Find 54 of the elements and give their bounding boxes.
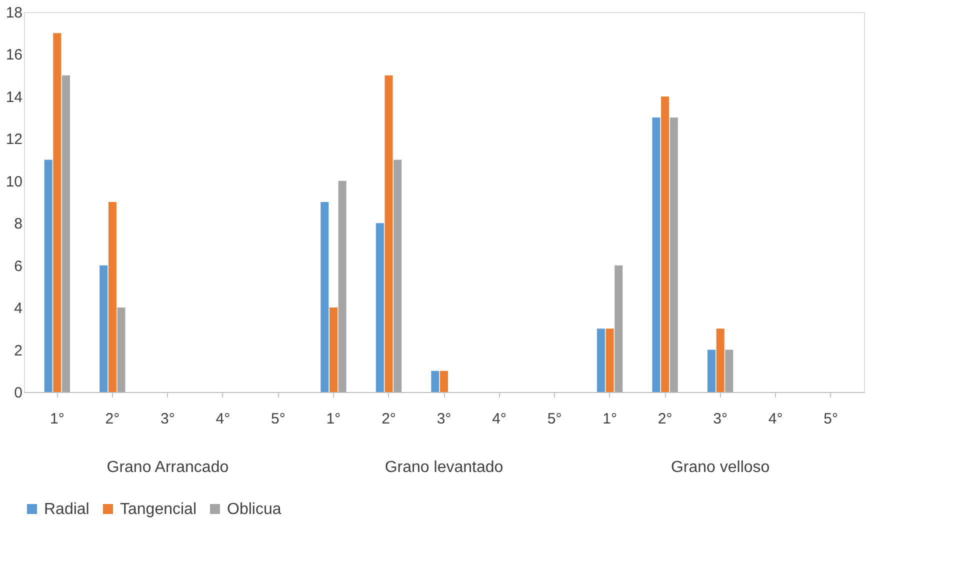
x-tick-label: 3° xyxy=(160,410,175,428)
bar xyxy=(320,202,329,392)
bar xyxy=(652,118,660,392)
x-tick-label: 1° xyxy=(326,410,341,428)
text: Grano velloso xyxy=(670,459,770,476)
text: Grano Arrancado xyxy=(106,459,229,476)
bar xyxy=(44,160,52,392)
x-tick-label: 5° xyxy=(547,410,562,428)
legend-label: Oblicua xyxy=(227,501,282,518)
x-tick-label: 2° xyxy=(658,410,672,428)
x-tick-label: 4° xyxy=(492,410,506,428)
bar xyxy=(62,75,70,392)
x-tick-label: 4° xyxy=(216,410,230,428)
bar xyxy=(108,202,116,392)
text: Grano levantado xyxy=(384,459,504,476)
bar xyxy=(53,33,62,392)
bar xyxy=(440,370,448,392)
x-tick-label: 5° xyxy=(824,410,838,428)
y-tick-label: 18 xyxy=(6,4,22,22)
bar xyxy=(596,328,605,392)
y-tick-label: 10 xyxy=(6,173,22,190)
bar xyxy=(614,265,623,392)
y-tick-label: 2 xyxy=(14,342,22,360)
bar xyxy=(670,118,678,392)
bar xyxy=(376,223,384,392)
bar xyxy=(384,75,393,392)
x-tick-label: 4° xyxy=(768,410,783,428)
bar xyxy=(338,180,346,392)
bar xyxy=(725,350,734,392)
x-tick-label: 2° xyxy=(105,410,120,428)
x-tick-label: 5° xyxy=(271,410,286,428)
x-tick-label: 1° xyxy=(50,410,64,428)
bar xyxy=(707,350,716,392)
bar xyxy=(100,265,108,392)
x-tick-label: 3° xyxy=(713,410,728,428)
bar xyxy=(329,308,338,392)
bar xyxy=(661,96,670,392)
legend-label: Tangencial xyxy=(120,501,196,518)
x-tick-label: 3° xyxy=(436,410,452,428)
bar xyxy=(716,328,724,392)
bar xyxy=(431,370,440,392)
y-tick-label: 16 xyxy=(6,46,22,64)
y-tick-label: 4 xyxy=(14,300,22,318)
legend-label: Radial xyxy=(44,501,90,518)
bar xyxy=(606,328,614,392)
y-tick-label: 12 xyxy=(6,131,22,148)
y-tick-label: 8 xyxy=(14,216,22,233)
bar xyxy=(394,160,402,392)
x-tick-label: 2° xyxy=(382,410,396,428)
y-tick-label: 6 xyxy=(14,258,22,275)
y-tick-label: 0 xyxy=(14,384,22,402)
x-tick-label: 1° xyxy=(602,410,617,428)
y-tick-label: 14 xyxy=(6,88,22,106)
bar xyxy=(117,308,126,392)
